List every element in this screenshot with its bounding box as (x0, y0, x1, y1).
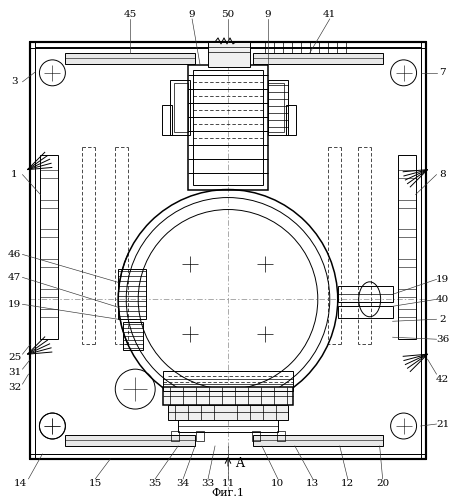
Text: 9: 9 (189, 10, 195, 19)
Bar (253, 435, 383, 446)
Bar (66, 53, 195, 64)
Bar (40, 155, 58, 339)
Bar (398, 259, 415, 267)
Text: 14: 14 (14, 480, 27, 489)
Bar (163, 387, 293, 405)
Bar (252, 431, 260, 441)
Bar (277, 431, 285, 441)
Text: 7: 7 (439, 68, 446, 77)
Text: 34: 34 (177, 480, 190, 489)
Bar (398, 309, 415, 317)
Bar (66, 435, 195, 446)
Text: A: A (236, 458, 244, 471)
Bar (40, 230, 58, 238)
Text: 47: 47 (8, 273, 21, 282)
Bar (123, 322, 143, 350)
Bar (398, 170, 415, 178)
Bar (40, 259, 58, 267)
Text: 13: 13 (306, 480, 319, 489)
Bar (196, 431, 204, 441)
Bar (40, 170, 58, 178)
Bar (193, 70, 263, 185)
Bar (35, 47, 420, 454)
Bar (30, 42, 425, 459)
Bar (178, 420, 278, 432)
Text: 9: 9 (265, 10, 271, 19)
Text: 3: 3 (11, 77, 18, 86)
Bar (398, 155, 415, 339)
Text: 21: 21 (436, 420, 449, 429)
Bar (118, 269, 146, 319)
Bar (338, 306, 393, 318)
Text: 2: 2 (439, 315, 446, 324)
Text: 41: 41 (323, 10, 336, 19)
Text: 19: 19 (436, 275, 449, 284)
Bar (171, 431, 179, 441)
Bar (174, 83, 188, 132)
Bar (253, 53, 383, 64)
Text: 19: 19 (8, 300, 21, 309)
Text: Фиг.1: Фиг.1 (212, 488, 244, 498)
Bar (398, 230, 415, 238)
Text: 10: 10 (271, 480, 284, 489)
Bar (163, 371, 293, 391)
Text: 12: 12 (341, 480, 354, 489)
Text: 40: 40 (436, 295, 449, 304)
Text: 15: 15 (89, 480, 102, 489)
Text: 46: 46 (8, 250, 21, 259)
Bar (338, 286, 393, 302)
Text: 32: 32 (8, 383, 21, 392)
Bar (398, 200, 415, 208)
Text: 45: 45 (124, 10, 137, 19)
Text: 31: 31 (8, 368, 21, 377)
Bar (162, 105, 172, 135)
Text: 35: 35 (148, 480, 162, 489)
Text: 25: 25 (8, 353, 21, 362)
Text: 8: 8 (439, 170, 446, 179)
Bar (170, 80, 190, 135)
Text: 36: 36 (436, 335, 449, 344)
Bar (40, 200, 58, 208)
Bar (40, 309, 58, 317)
Bar (208, 42, 250, 67)
Bar (286, 105, 296, 135)
Bar (268, 83, 284, 132)
Text: 20: 20 (376, 480, 389, 489)
Bar (188, 65, 268, 190)
Text: 11: 11 (222, 480, 235, 489)
Bar (40, 289, 58, 297)
Text: 33: 33 (202, 480, 215, 489)
Text: 50: 50 (222, 10, 235, 19)
Bar (398, 289, 415, 297)
Bar (168, 405, 288, 420)
Bar (268, 80, 288, 135)
Text: 1: 1 (11, 170, 18, 179)
Text: 42: 42 (436, 375, 449, 384)
